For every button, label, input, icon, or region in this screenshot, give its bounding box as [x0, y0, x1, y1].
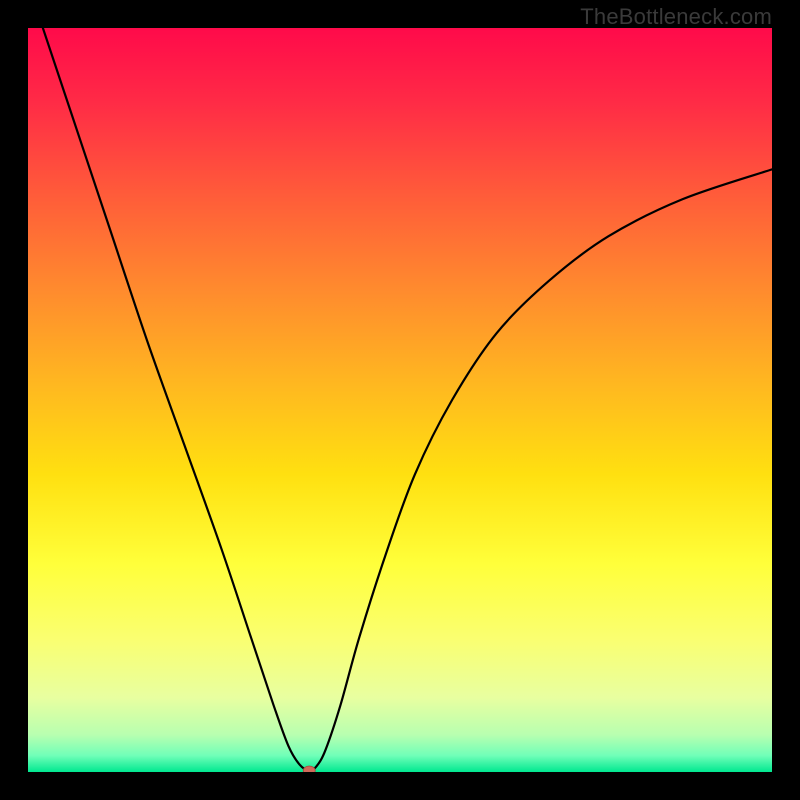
watermark-text: TheBottleneck.com: [580, 4, 772, 30]
minimum-marker: [303, 766, 315, 772]
gradient-background: [28, 28, 772, 772]
chart-container: [28, 28, 772, 772]
bottleneck-chart: [28, 28, 772, 772]
